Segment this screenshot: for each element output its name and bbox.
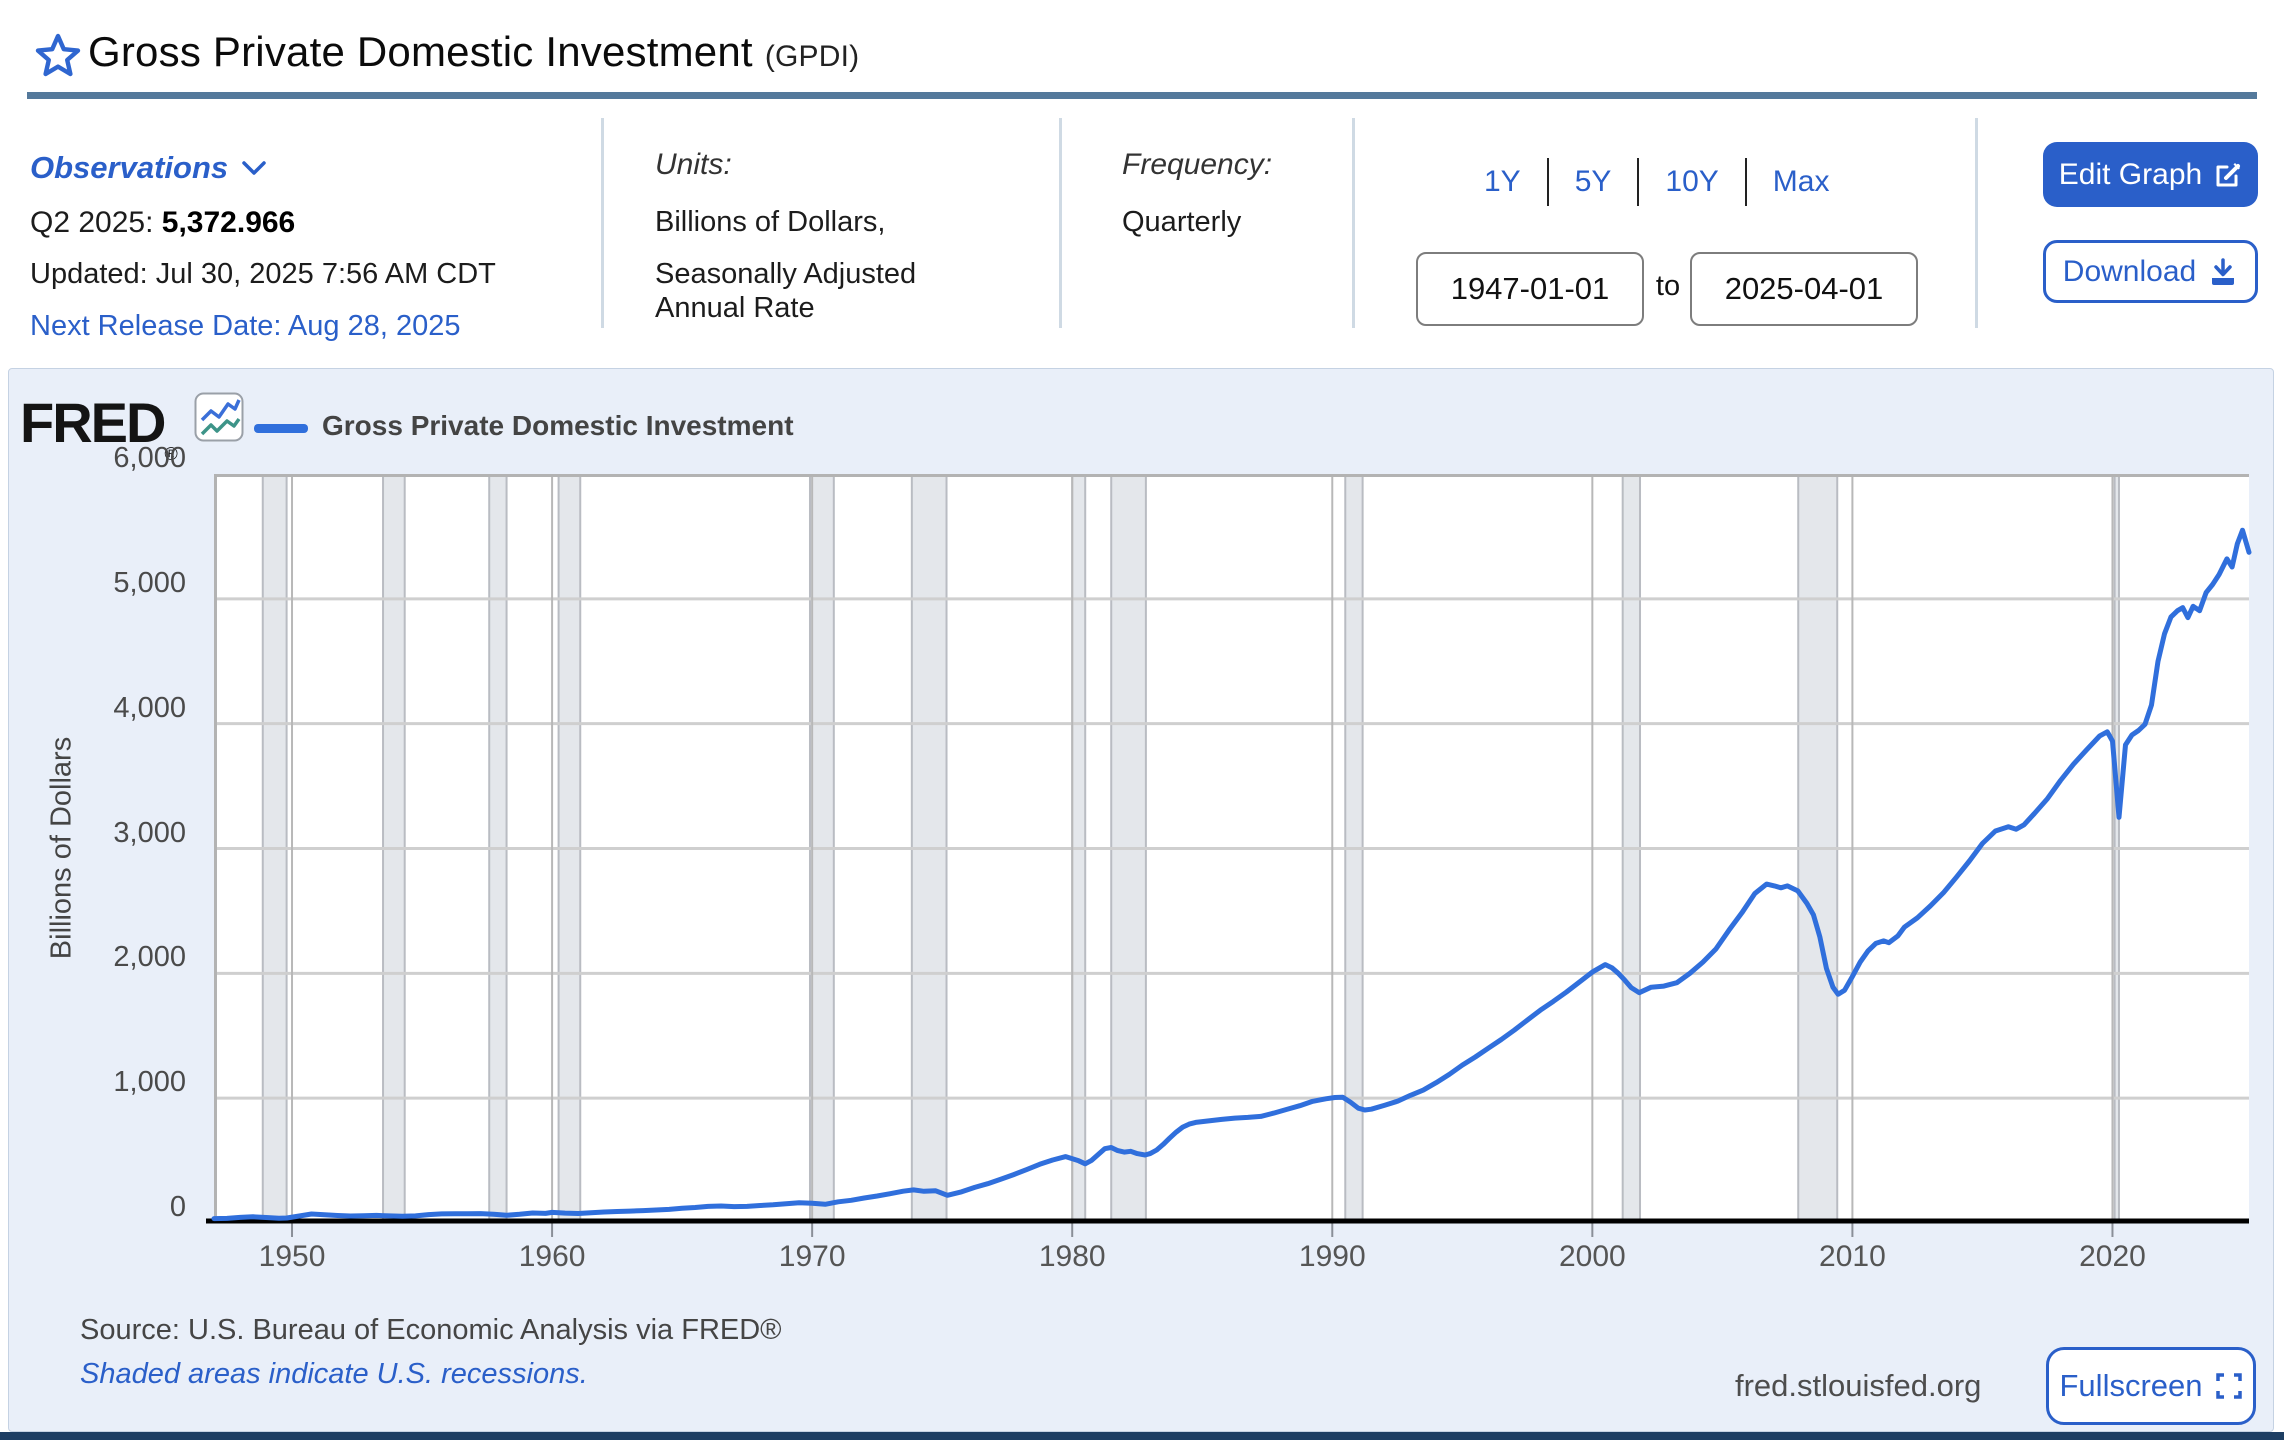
chevron-down-icon [242, 160, 266, 175]
units-value: Billions of Dollars, [655, 206, 886, 238]
y-axis-tick-label: 3,000 [113, 816, 186, 849]
site-url: fred.stlouisfed.org [1735, 1368, 1982, 1403]
download-button[interactable]: Download [2043, 240, 2258, 303]
page-title: Gross Private Domestic Investment (GPDI) [88, 28, 860, 75]
latest-observation-value: 5,372.966 [161, 206, 296, 239]
fullscreen-icon [2215, 1373, 2242, 1399]
x-axis-tick-label: 1950 [258, 1240, 326, 1273]
range-preset-1y[interactable]: 1Y [1484, 165, 1521, 198]
download-icon [2212, 257, 2235, 285]
column-divider [1975, 118, 1978, 328]
y-axis-tick-label: 1,000 [113, 1066, 186, 1099]
edit-icon [2216, 162, 2241, 186]
latest-observation: Q2 2025: 5,372.966 [30, 206, 296, 239]
y-axis-tick-label: 4,000 [113, 691, 186, 724]
x-axis-tick-label: 1980 [1038, 1240, 1106, 1273]
page-footer-bar [0, 1432, 2284, 1440]
y-axis-tick-label: 0 [169, 1191, 186, 1223]
favorite-star-icon[interactable] [34, 32, 82, 78]
updated-timestamp: Updated: Jul 30, 2025 7:56 AM CDT [30, 258, 496, 290]
fullscreen-button[interactable]: Fullscreen [2046, 1347, 2256, 1425]
next-release-link[interactable]: Next Release Date: Aug 28, 2025 [30, 310, 461, 342]
x-axis-tick-label: 2020 [2079, 1240, 2146, 1273]
y-axis-tick-label: 6,000 [113, 442, 186, 474]
x-axis-tick-label: 2000 [1558, 1240, 1626, 1273]
units-label: Units: [655, 148, 732, 181]
preset-divider [1744, 158, 1747, 206]
preset-divider [1546, 158, 1549, 206]
sparkline-logo-icon [194, 392, 244, 442]
data-line [211, 527, 2252, 1222]
frequency-label: Frequency: [1122, 148, 1273, 181]
frequency-value: Quarterly [1122, 206, 1242, 238]
observations-dropdown[interactable]: Observations [30, 150, 266, 186]
end-date-input[interactable] [1690, 252, 1918, 326]
y-axis-tick-label: 5,000 [113, 566, 186, 599]
column-divider [601, 118, 604, 328]
start-date-input[interactable] [1416, 252, 1644, 326]
x-axis-tick-label: 1990 [1298, 1240, 1366, 1273]
range-preset-max[interactable]: Max [1772, 165, 1830, 198]
range-preset-5y[interactable]: 5Y [1574, 165, 1612, 198]
source-attribution: Source: U.S. Bureau of Economic Analysis… [80, 1314, 782, 1346]
recession-note-link[interactable]: Shaded areas indicate U.S. recessions. [80, 1358, 588, 1390]
edit-graph-button[interactable]: Edit Graph [2043, 142, 2258, 207]
preset-divider [1637, 158, 1640, 206]
registered-mark: ® [164, 444, 178, 464]
y-axis-tick-label: 2,000 [113, 941, 186, 974]
x-axis-tick-label: 2010 [1819, 1240, 1886, 1273]
units-value: Annual Rate [655, 292, 815, 324]
legend-line-swatch [254, 424, 308, 433]
x-axis-tick-label: 1970 [778, 1240, 846, 1273]
legend-label: Gross Private Domestic Investment [322, 410, 794, 441]
column-divider [1352, 118, 1355, 328]
column-divider [1059, 118, 1062, 328]
units-value: Seasonally Adjusted [655, 258, 917, 290]
series-id: (GPDI) [764, 40, 860, 73]
range-preset-group: 1Y 5Y 10Y Max [1458, 152, 1855, 212]
range-preset-10y[interactable]: 10Y [1665, 165, 1719, 198]
date-range-to-label: to [1655, 270, 1681, 302]
plot-area[interactable] [206, 474, 2252, 1237]
header-divider [27, 92, 2257, 99]
x-axis-tick-label: 1960 [518, 1240, 586, 1273]
fred-logo: FRED® [20, 391, 178, 464]
